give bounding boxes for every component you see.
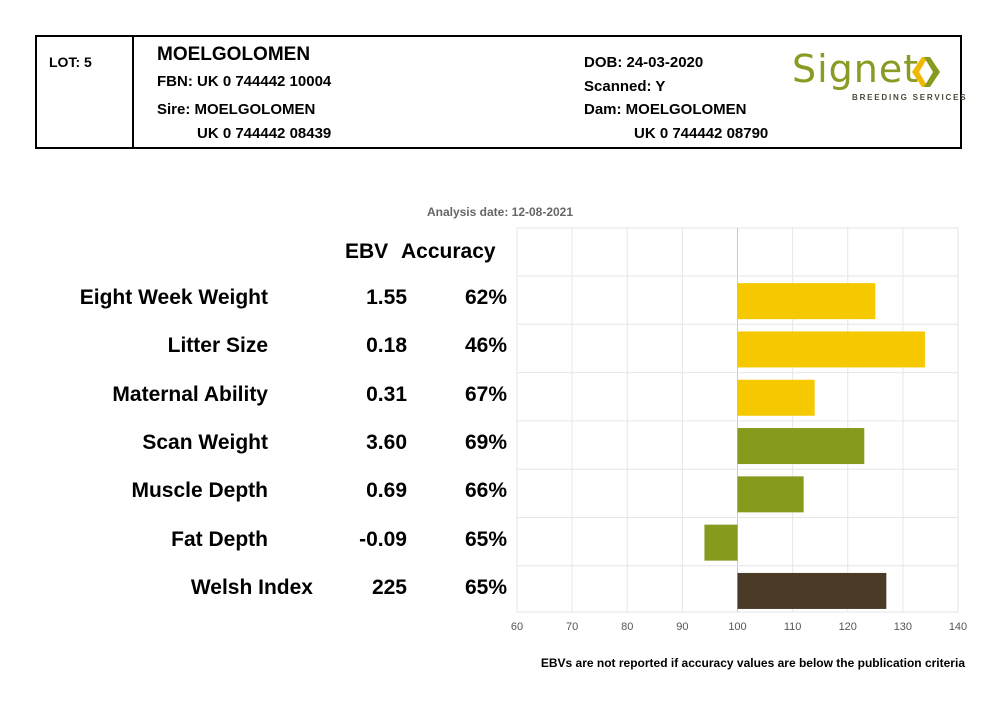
trait-row: Fat Depth -0.09 65% <box>0 518 520 566</box>
accuracy-value: 65% <box>464 527 507 551</box>
bar-eight-week-weight <box>737 283 876 320</box>
trait-label: Litter Size <box>167 334 268 358</box>
trait-label: Welsh Index <box>190 575 313 599</box>
bar-fat-depth <box>704 524 738 561</box>
accuracy-value: 66% <box>464 479 507 503</box>
ebv-value: 225 <box>371 575 407 599</box>
publication-footnote: EBVs are not reported if accuracy values… <box>540 656 965 670</box>
trait-label: Maternal Ability <box>112 382 268 406</box>
ebv-value: 0.18 <box>366 334 407 358</box>
trait-label: Fat Depth <box>171 527 268 551</box>
accuracy-value: 62% <box>464 286 507 309</box>
sire-id: UK 0 744442 08439 <box>197 125 332 142</box>
x-tick-label: 80 <box>621 621 633 633</box>
bar-maternal-ability <box>737 379 815 416</box>
ebv-value: 0.69 <box>366 479 407 503</box>
signet-logo: Signet BREEDING SERVICES <box>792 47 966 107</box>
trait-row: Maternal Ability 0.31 67% <box>0 373 520 421</box>
animal-name: MOELGOLOMEN <box>157 44 311 65</box>
trait-row: Litter Size 0.18 46% <box>0 324 520 372</box>
bar-scan-weight <box>737 428 865 465</box>
bar-welsh-index <box>737 572 887 609</box>
accuracy-value: 65% <box>464 575 507 599</box>
trait-row: Welsh Index 225 65% <box>0 566 520 614</box>
dam-label: Dam: MOELGOLOMEN <box>584 101 747 118</box>
ebv-column-header: EBV <box>345 240 389 263</box>
ebv-value: -0.09 <box>359 527 407 551</box>
dob: DOB: 24-03-2020 <box>584 54 704 71</box>
logo-subtitle: BREEDING SERVICES <box>852 93 968 102</box>
animal-header: LOT: 5 MOELGOLOMEN FBN: UK 0 744442 1000… <box>35 35 966 149</box>
bar-litter-size <box>737 331 925 368</box>
trait-label: Eight Week Weight <box>79 286 268 309</box>
dam-id: UK 0 744442 08790 <box>634 125 769 142</box>
trait-row: Scan Weight 3.60 69% <box>0 421 520 469</box>
x-tick-label: 100 <box>728 621 746 633</box>
x-tick-label: 130 <box>894 621 912 633</box>
scanned: Scanned: Y <box>584 78 666 95</box>
ebv-value: 3.60 <box>366 430 407 454</box>
analysis-date: Analysis date: 12-08-2021 <box>426 205 574 219</box>
chevron-logo-icon <box>912 57 940 87</box>
lot-cell: LOT: 5 <box>37 37 134 147</box>
sire-label: Sire: MOELGOLOMEN <box>157 101 316 118</box>
accuracy-value: 46% <box>464 334 507 358</box>
x-tick-label: 70 <box>566 621 578 633</box>
x-tick-label: 110 <box>784 621 802 633</box>
bar-muscle-depth <box>737 476 804 513</box>
ebv-value: 0.31 <box>366 382 407 406</box>
lot-number: LOT: 5 <box>49 54 92 70</box>
fbn: FBN: UK 0 744442 10004 <box>157 73 332 90</box>
logo-word: Signet <box>792 47 920 91</box>
x-tick-label: 90 <box>676 621 688 633</box>
accuracy-column-header: Accuracy <box>401 240 496 263</box>
x-tick-label: 120 <box>839 621 857 633</box>
x-tick-label: 140 <box>949 621 967 633</box>
trait-label: Muscle Depth <box>131 479 268 503</box>
trait-label: Scan Weight <box>142 430 268 454</box>
trait-row: Eight Week Weight 1.55 62% <box>0 276 520 324</box>
accuracy-value: 69% <box>464 430 507 454</box>
accuracy-value: 67% <box>464 382 507 406</box>
trait-row: Muscle Depth 0.69 66% <box>0 469 520 517</box>
x-tick-label: 60 <box>511 621 523 633</box>
ebv-value: 1.55 <box>366 286 407 309</box>
